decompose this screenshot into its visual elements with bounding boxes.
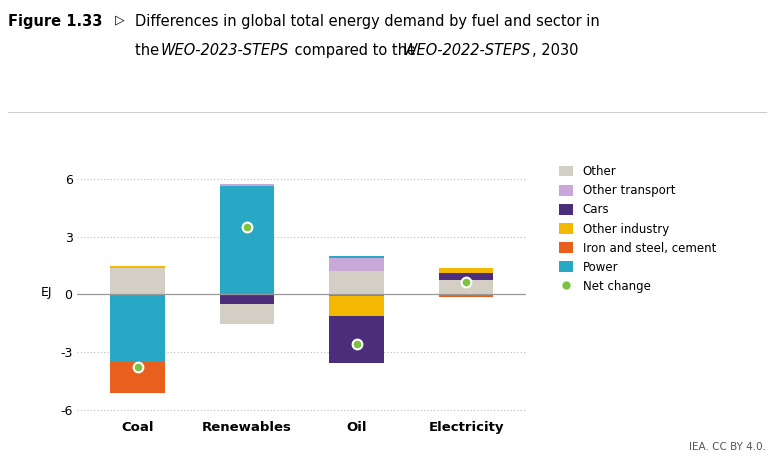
Bar <box>329 271 384 294</box>
Bar <box>329 255 384 258</box>
Y-axis label: EJ: EJ <box>40 286 52 299</box>
Bar <box>329 258 384 271</box>
Bar <box>110 362 165 393</box>
Legend: Other, Other transport, Cars, Other industry, Iron and steel, cement, Power, Net: Other, Other transport, Cars, Other indu… <box>559 165 716 293</box>
Text: WEO-2022-STEPS: WEO-2022-STEPS <box>402 43 531 58</box>
Text: IEA. CC BY 4.0.: IEA. CC BY 4.0. <box>690 442 766 452</box>
Bar <box>439 280 494 294</box>
Text: the: the <box>135 43 164 58</box>
Bar <box>220 294 275 303</box>
Text: compared to the: compared to the <box>290 43 421 58</box>
Bar <box>329 316 384 363</box>
Text: , 2030: , 2030 <box>532 43 578 58</box>
Bar <box>439 268 494 273</box>
Bar <box>329 294 384 296</box>
Bar <box>329 296 384 316</box>
Text: ▷: ▷ <box>115 14 124 27</box>
Text: Differences in global total energy demand by fuel and sector in: Differences in global total energy deman… <box>135 14 600 29</box>
Bar <box>220 186 275 294</box>
Text: Figure 1.33: Figure 1.33 <box>8 14 102 29</box>
Bar <box>220 303 275 324</box>
Bar <box>110 294 165 362</box>
Bar <box>110 268 165 294</box>
Text: WEO-2023-STEPS: WEO-2023-STEPS <box>160 43 289 58</box>
Bar <box>439 294 494 297</box>
Bar <box>439 273 494 280</box>
Bar <box>220 184 275 186</box>
Bar <box>110 266 165 268</box>
